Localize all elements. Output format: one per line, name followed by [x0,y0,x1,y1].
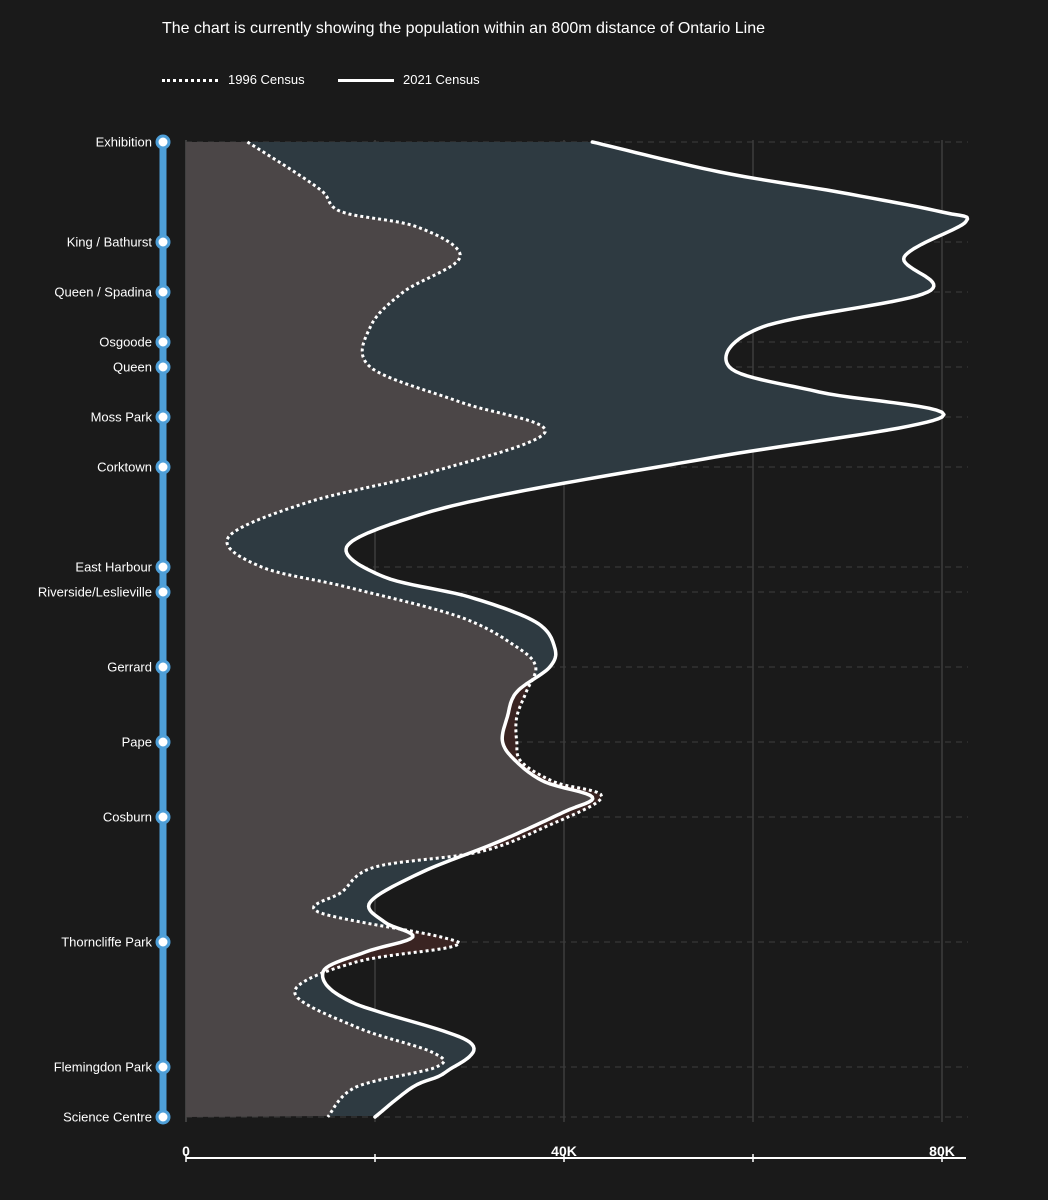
legend-swatch-solid [338,79,394,82]
legend-label-2021: 2021 Census [403,72,480,87]
x-tick-label: 80K [929,1143,955,1159]
series-line-2021 [320,140,970,1119]
station-label: Queen [113,360,152,375]
legend-label-1996: 1996 Census [228,72,305,87]
station-marker[interactable] [155,459,171,475]
x-tick-label: 40K [551,1143,577,1159]
route-line: Exhibition King / Bathurst Queen / Spadina… [38,134,171,1125]
station-label: Queen / Spadina [54,285,152,300]
station-label: Flemingdon Park [54,1060,153,1075]
station-marker[interactable] [155,284,171,300]
station-marker[interactable] [155,134,171,150]
chart-title: The chart is currently showing the popul… [162,20,766,37]
station-marker[interactable] [155,1059,171,1075]
area-layer [186,142,968,1117]
station-marker[interactable] [155,934,171,950]
station-label: East Harbour [75,560,152,575]
x-axis: 0 40K 80K [182,1143,966,1162]
station-label: Riverside/Leslieville [38,585,152,600]
legend-swatch-dotted [162,79,218,82]
station-label: Thorncliffe Park [61,935,152,950]
station-label: Corktown [97,460,152,475]
series-line-1996 [225,140,604,1118]
station-label: Science Centre [63,1110,152,1125]
area-1996 [186,142,602,1117]
station-label: King / Bathurst [67,235,153,250]
station-label: Cosburn [103,810,152,825]
station-marker[interactable] [155,334,171,350]
station-marker[interactable] [155,234,171,250]
station-marker[interactable] [155,584,171,600]
station-marker[interactable] [155,659,171,675]
series-lines [225,140,970,1119]
x-tick-label: 0 [182,1143,190,1159]
station-marker[interactable] [155,359,171,375]
station-label: Exhibition [96,135,152,150]
station-label: Osgoode [99,335,152,350]
station-label: Gerrard [107,660,152,675]
station-marker[interactable] [155,1109,171,1125]
station-label: Moss Park [91,410,153,425]
station-marker[interactable] [155,809,171,825]
station-marker[interactable] [155,734,171,750]
station-label: Pape [122,735,152,750]
station-marker[interactable] [155,559,171,575]
station-marker[interactable] [155,409,171,425]
